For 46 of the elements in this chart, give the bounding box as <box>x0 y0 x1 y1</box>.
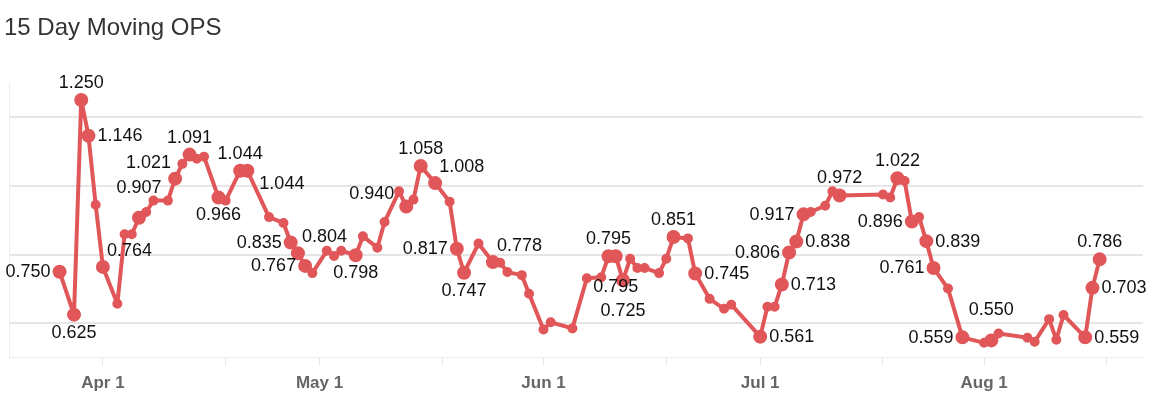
data-label: 1.022 <box>874 150 920 171</box>
data-label: 0.804 <box>301 226 347 247</box>
data-label: 1.250 <box>58 71 104 92</box>
data-label: 0.917 <box>749 203 795 224</box>
data-label: 0.839 <box>935 230 981 251</box>
data-label: 0.972 <box>817 167 863 188</box>
chart-title: 15 Day Moving OPS <box>4 13 222 41</box>
data-label: 1.008 <box>439 156 485 177</box>
data-label: 1.146 <box>97 125 143 146</box>
data-label: 1.044 <box>259 172 305 193</box>
data-label: 0.798 <box>333 262 379 283</box>
x-tick-label: Jul 1 <box>740 373 780 393</box>
data-label: 0.761 <box>879 257 925 278</box>
data-label: 0.559 <box>1094 326 1140 347</box>
data-label: 0.625 <box>51 321 97 342</box>
x-tick-label: May 1 <box>295 373 344 393</box>
data-label: 0.795 <box>585 228 632 249</box>
data-label: 0.725 <box>600 300 646 321</box>
data-label: 0.713 <box>790 273 836 294</box>
data-label: 1.044 <box>217 142 263 163</box>
data-label: 0.940 <box>349 183 395 204</box>
data-label: 0.786 <box>1077 231 1123 252</box>
data-label: 0.561 <box>769 326 815 347</box>
data-label: 0.559 <box>908 326 954 347</box>
data-label: 1.021 <box>126 151 172 172</box>
data-label: 0.795 <box>593 276 639 297</box>
data-label: 0.817 <box>402 238 448 259</box>
data-label: 0.838 <box>805 230 851 251</box>
data-label: 0.747 <box>441 279 487 300</box>
data-label: 0.806 <box>735 241 781 262</box>
data-label: 0.896 <box>857 211 903 232</box>
data-label: 0.835 <box>236 232 282 252</box>
data-label: 0.851 <box>650 209 697 229</box>
data-label: 0.907 <box>116 176 162 197</box>
data-label: 0.550 <box>968 299 1014 320</box>
data-label: 1.058 <box>398 137 444 158</box>
data-label: 0.778 <box>496 235 542 256</box>
data-label: 0.745 <box>704 262 750 283</box>
data-label: 0.703 <box>1101 277 1147 298</box>
x-tick-label: Apr 1 <box>81 373 125 393</box>
x-tick-label: Jun 1 <box>521 373 566 393</box>
data-label: 0.767 <box>251 255 297 276</box>
x-tick-label: Aug 1 <box>960 373 1008 393</box>
data-label: 1.091 <box>167 126 213 147</box>
data-label: 0.966 <box>195 204 241 225</box>
data-label: 0.750 <box>5 261 51 282</box>
